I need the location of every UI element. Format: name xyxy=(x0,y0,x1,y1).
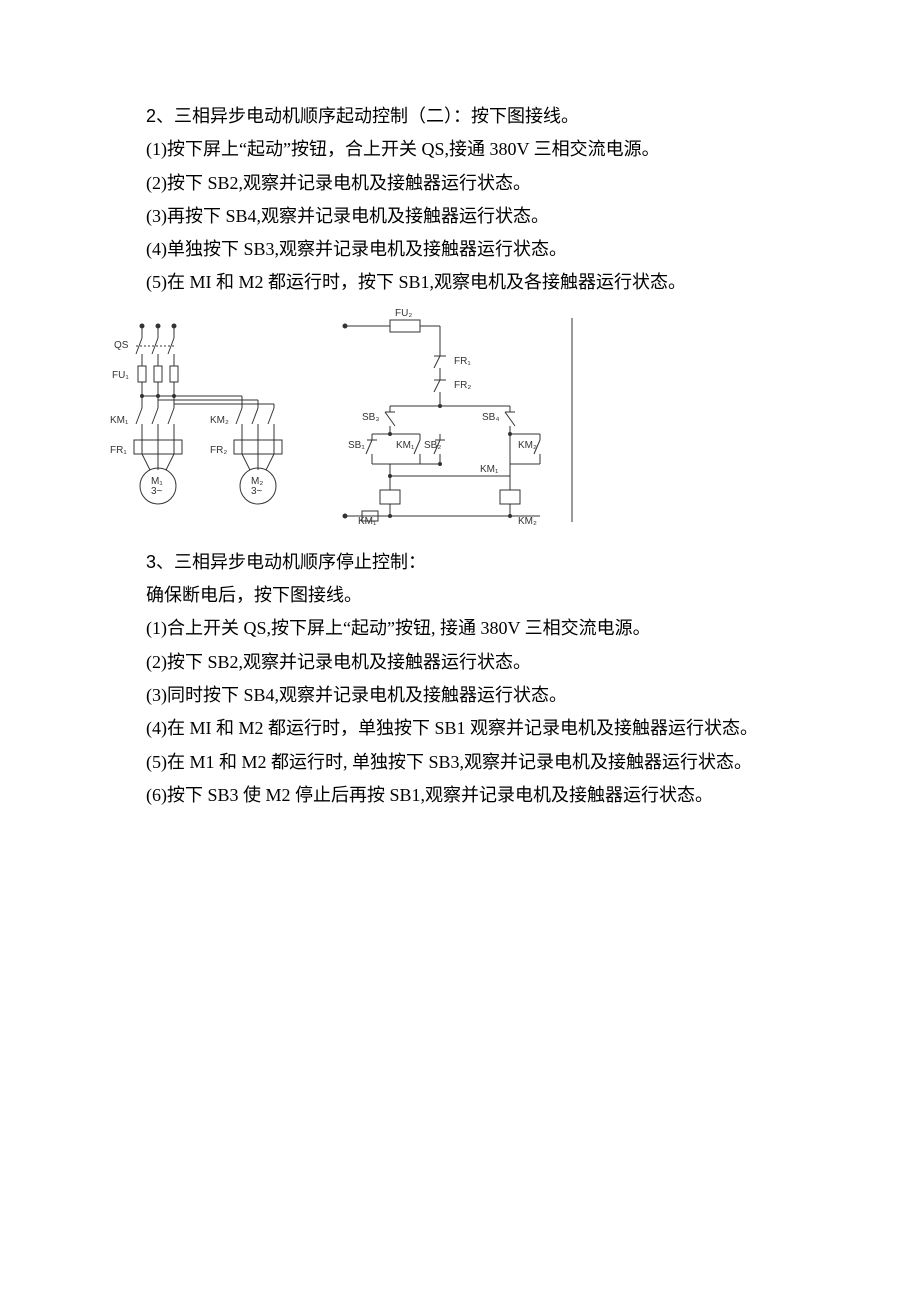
label-fu1: FU₁ xyxy=(112,370,129,381)
section3-title-line: 3、三相异步电动机顺序停止控制： xyxy=(110,546,830,579)
section2-step-4: (4)单独按下 SB3,观察并记录电机及接触器运行状态。 xyxy=(110,233,830,266)
label-qs: QS xyxy=(114,340,129,351)
label-fr2: FR₂ xyxy=(210,445,227,456)
section3-step-4: (4)在 MI 和 M2 都运行时，单独按下 SB1 观察并记录电机及接触器运行… xyxy=(110,712,830,745)
label-fu2: FU₂ xyxy=(395,308,412,319)
section2-step-3: (3)再按下 SB4,观察并记录电机及接触器运行状态。 xyxy=(110,200,830,233)
circuit-diagram: QS FU₁ KM₁ KM₂ xyxy=(110,308,830,538)
section2-step-2: (2)按下 SB2,观察并记录电机及接触器运行状态。 xyxy=(110,167,830,200)
label-fr1c: FR₁ xyxy=(454,356,471,367)
section2-step-1: (1)按下屏上“起动”按钮，合上开关 QS,接通 380V 三相交流电源。 xyxy=(110,133,830,166)
label-sb3: SB₃ xyxy=(362,412,379,423)
label-km1a: KM₁ xyxy=(396,440,415,451)
label-sb1: SB₁ xyxy=(348,440,365,451)
section2-step-5: (5)在 MI 和 M2 都运行时，按下 SB1,观察电机及各接触器运行状态。 xyxy=(110,266,830,299)
section2-title-line: 2、三相异步电动机顺序起动控制（二）：按下图接线。 xyxy=(110,100,830,133)
label-fr2c: FR₂ xyxy=(454,380,471,391)
label-sb2: SB₂ xyxy=(424,440,441,451)
section3-step-3: (3)同时按下 SB4,观察并记录电机及接触器运行状态。 xyxy=(110,679,830,712)
label-m1-three: 3~ xyxy=(151,486,163,497)
section3-step-2: (2)按下 SB2,观察并记录电机及接触器运行状态。 xyxy=(110,646,830,679)
label-km1i: KM₁ xyxy=(480,464,499,475)
label-km1: KM₁ xyxy=(110,415,129,426)
label-km2coil: KM₂ xyxy=(518,516,537,527)
label-km2: KM₂ xyxy=(210,415,229,426)
document-page: 2、三相异步电动机顺序起动控制（二）：按下图接线。 (1)按下屏上“起动”按钮，… xyxy=(0,0,920,872)
section3-number: 3 xyxy=(146,552,156,572)
section3-intro: 确保断电后，按下图接线。 xyxy=(110,579,830,612)
label-km2a: KM₂ xyxy=(518,440,537,451)
label-m2-three: 3~ xyxy=(251,486,263,497)
section3-step-5: (5)在 M1 和 M2 都运行时, 单独按下 SB3,观察并记录电机及接触器运… xyxy=(110,746,830,779)
section3-step-1: (1)合上开关 QS,按下屏上“起动”按钮, 接通 380V 三相交流电源。 xyxy=(110,612,830,645)
circuit-svg: QS FU₁ KM₁ KM₂ xyxy=(110,308,590,538)
label-sb4: SB₄ xyxy=(482,412,499,423)
section3-step-6: (6)按下 SB3 使 M2 停止后再按 SB1,观察并记录电机及接触器运行状态… xyxy=(110,779,830,812)
section2-title: 、三相异步电动机顺序起动控制（二）：按下图接线。 xyxy=(156,106,579,126)
section3-title: 、三相异步电动机顺序停止控制： xyxy=(156,552,426,572)
label-fr1: FR₁ xyxy=(110,445,127,456)
section2-number: 2 xyxy=(146,106,156,126)
